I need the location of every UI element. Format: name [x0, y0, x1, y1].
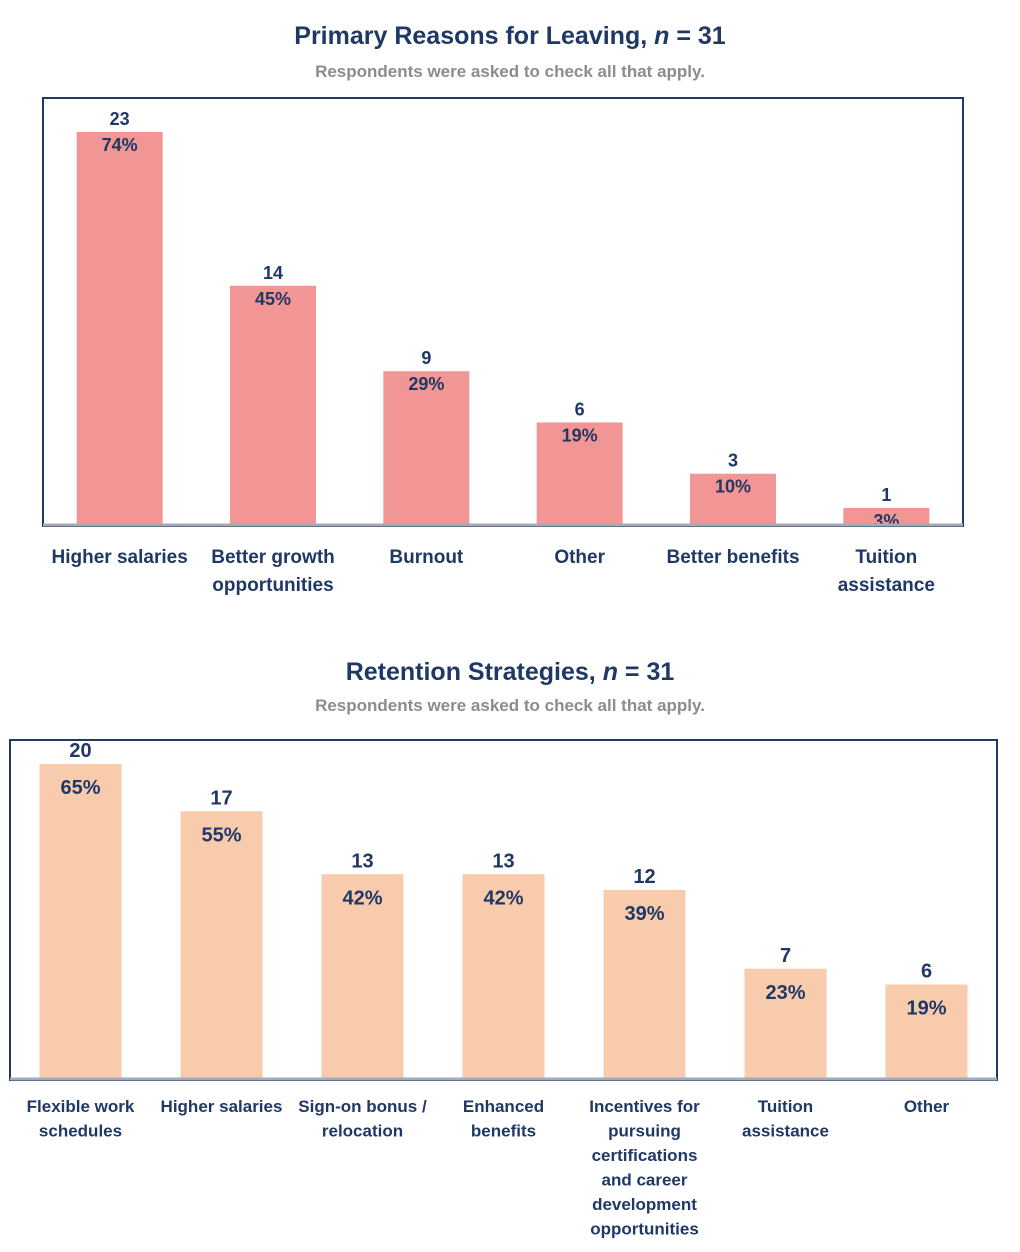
chart2-count-label: 12	[633, 866, 655, 888]
chart2-category-label: Enhanced benefits	[463, 1097, 544, 1141]
chart1-count-label: 14	[263, 263, 283, 283]
chart1-count-label: 23	[110, 109, 130, 129]
chart1-bar	[230, 285, 316, 525]
chart1-category-label: Tuition assistance	[838, 547, 935, 596]
chart2-title-main: Retention Strategies,	[345, 658, 603, 686]
chart2-category-label: Flexible work schedules	[27, 1097, 135, 1141]
chart2-bar	[180, 811, 263, 1079]
chart2-bar	[744, 968, 827, 1079]
chart1-category-label: Better growth opportunities	[211, 547, 335, 596]
chart1-bar	[383, 371, 470, 525]
chart1-category-label: Higher salaries	[52, 547, 188, 568]
chart2-count-label: 20	[69, 740, 91, 762]
chart2-percent-label: 39%	[624, 903, 664, 925]
chart2-title: Retention Strategies, n = 31	[0, 658, 1020, 687]
chart1-percent-label: 19%	[562, 425, 598, 445]
chart2-percent-label: 55%	[201, 824, 241, 846]
chart2-category-label: Incentives for pursuing certifications and …	[589, 1097, 700, 1239]
chart1-percent-label: 45%	[255, 289, 291, 309]
chart2-bar	[885, 984, 968, 1079]
chart2-bar	[321, 874, 404, 1079]
chart1-category-label: Burnout	[389, 547, 464, 568]
chart1-category-label: Other	[554, 547, 605, 568]
chart1-bar	[843, 507, 930, 525]
chart1-title-main: Primary Reasons for Leaving,	[294, 22, 655, 50]
chart1-percent-label: 29%	[408, 374, 444, 394]
chart2-category-label: Sign-on bonus / relocation	[298, 1097, 427, 1141]
chart2-count-label: 7	[780, 945, 791, 967]
chart2-count-label: 13	[351, 850, 373, 872]
chart1-count-label: 1	[881, 485, 891, 505]
chart1-svg: 23 74% Higher salaries 14 45% Better growth op…	[42, 97, 964, 596]
chart2-percent-label: 23%	[765, 982, 805, 1004]
chart1-count-label: 9	[421, 348, 431, 368]
chart2-count-label: 13	[492, 850, 514, 872]
chart2-percent-label: 19%	[906, 998, 946, 1020]
chart2-count-label: 6	[921, 961, 932, 983]
chart1-count-label: 3	[728, 451, 738, 471]
chart2-bar	[603, 890, 686, 1079]
chart1-count-label: 6	[575, 399, 585, 419]
chart1-subtitle: Respondents were asked to check all that…	[315, 62, 705, 81]
chart2-percent-label: 42%	[483, 887, 523, 909]
chart1-bar	[690, 473, 776, 525]
chart2-percent-label: 42%	[342, 887, 382, 909]
chart2-percent-label: 65%	[60, 777, 100, 799]
chart2-title-tail: = 31	[617, 658, 675, 686]
chart2-category-label: Tuition assistance	[742, 1097, 829, 1141]
chart1-percent-label: 10%	[715, 477, 751, 497]
chart1-category-label: Better benefits	[666, 547, 799, 568]
chart2-bar	[39, 764, 122, 1079]
chart1-title-tail: = 31	[669, 22, 726, 50]
chart2-subtitle: Respondents were asked to check all that…	[315, 696, 705, 715]
chart2-title-n: n	[602, 658, 618, 686]
chart1-title: Primary Reasons for Leaving, n = 31	[0, 22, 1020, 51]
chart2-category-label: Other	[904, 1097, 950, 1116]
chart1-percent-label: 74%	[102, 135, 138, 155]
chart2-count-label: 17	[210, 787, 232, 809]
chart2-category-label: Higher salaries	[161, 1097, 283, 1116]
chart1-bar	[76, 132, 163, 525]
chart1-bar	[536, 422, 623, 525]
chart1-title-n: n	[654, 22, 670, 50]
chart2-bar	[462, 874, 545, 1079]
